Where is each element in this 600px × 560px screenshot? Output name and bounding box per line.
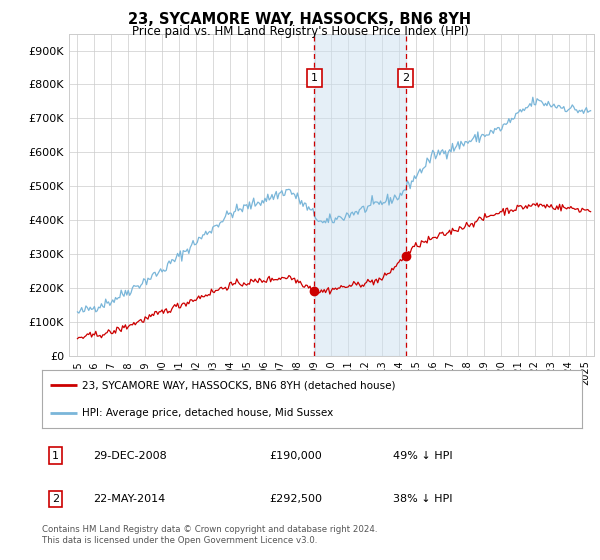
Text: £190,000: £190,000 — [269, 451, 322, 461]
Text: 29-DEC-2008: 29-DEC-2008 — [94, 451, 167, 461]
Text: 38% ↓ HPI: 38% ↓ HPI — [393, 494, 452, 504]
Text: 23, SYCAMORE WAY, HASSOCKS, BN6 8YH (detached house): 23, SYCAMORE WAY, HASSOCKS, BN6 8YH (det… — [83, 380, 396, 390]
Text: 1: 1 — [52, 451, 59, 461]
Text: 2: 2 — [52, 494, 59, 504]
Text: £292,500: £292,500 — [269, 494, 322, 504]
Text: Contains HM Land Registry data © Crown copyright and database right 2024.
This d: Contains HM Land Registry data © Crown c… — [42, 525, 377, 545]
Bar — [314, 34, 406, 356]
Text: 1: 1 — [311, 73, 318, 83]
Text: 2: 2 — [402, 73, 409, 83]
Text: HPI: Average price, detached house, Mid Sussex: HPI: Average price, detached house, Mid … — [83, 408, 334, 418]
Text: Price paid vs. HM Land Registry's House Price Index (HPI): Price paid vs. HM Land Registry's House … — [131, 25, 469, 38]
Text: 23, SYCAMORE WAY, HASSOCKS, BN6 8YH: 23, SYCAMORE WAY, HASSOCKS, BN6 8YH — [128, 12, 472, 27]
Text: 49% ↓ HPI: 49% ↓ HPI — [393, 451, 452, 461]
Text: 22-MAY-2014: 22-MAY-2014 — [94, 494, 166, 504]
